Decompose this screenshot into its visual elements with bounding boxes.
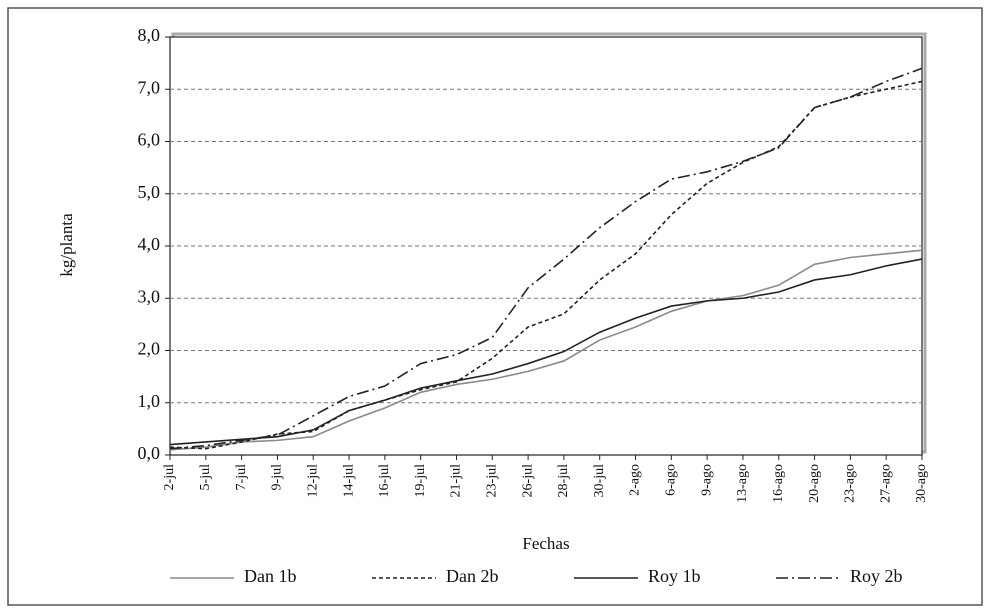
frame: [7, 7, 983, 606]
series-line: [169, 249, 923, 451]
x-tick-label: 19-jul: [413, 464, 428, 498]
x-tick-label: 26-jul: [520, 464, 535, 498]
y-tick-label: 7,0: [138, 77, 161, 97]
x-tick-label: 6-ago: [664, 464, 679, 496]
series-line: [169, 258, 923, 446]
series-line: [169, 67, 923, 450]
x-tick-label: 28-jul: [556, 464, 571, 498]
x-axis-label: Fechas: [522, 534, 569, 553]
x-tick-label: 30-ago: [914, 464, 929, 503]
x-tick-label: 16-ago: [771, 464, 786, 503]
x-tick-label: 30-jul: [592, 464, 607, 498]
x-tick-label: 23-jul: [485, 464, 500, 498]
y-tick-label: 8,0: [138, 25, 161, 45]
x-tick-label: 2-ago: [628, 464, 643, 496]
x-tick-label: 12-jul: [305, 464, 320, 498]
x-tick-label: 20-ago: [807, 464, 822, 503]
legend-label: Dan 2b: [446, 566, 499, 586]
x-tick-label: 2-jul: [162, 464, 177, 491]
x-tick-label: 16-jul: [377, 464, 392, 498]
y-axis-label: kg/planta: [57, 213, 76, 277]
y-tick-label: 2,0: [138, 339, 161, 359]
x-tick-label: 27-ago: [878, 464, 893, 503]
x-tick-label: 21-jul: [449, 464, 464, 498]
y-tick-label: 6,0: [138, 130, 161, 150]
x-tick-label: 14-jul: [341, 464, 356, 498]
x-tick-label: 5-jul: [198, 464, 213, 491]
x-tick-label: 23-ago: [843, 464, 858, 503]
y-tick-label: 4,0: [138, 234, 161, 254]
y-tick-label: 5,0: [138, 182, 161, 202]
legend-label: Roy 2b: [850, 566, 903, 586]
y-tick-label: 3,0: [138, 286, 161, 306]
x-tick-label: 9-jul: [270, 464, 285, 491]
legend-label: Dan 1b: [244, 566, 297, 586]
x-tick-label: 7-jul: [234, 464, 249, 491]
y-tick-label: 1,0: [138, 391, 161, 411]
x-tick-label: 9-ago: [699, 464, 714, 496]
legend-label: Roy 1b: [648, 566, 701, 586]
y-tick-label: 0,0: [138, 443, 161, 463]
x-tick-label: 13-ago: [735, 464, 750, 503]
